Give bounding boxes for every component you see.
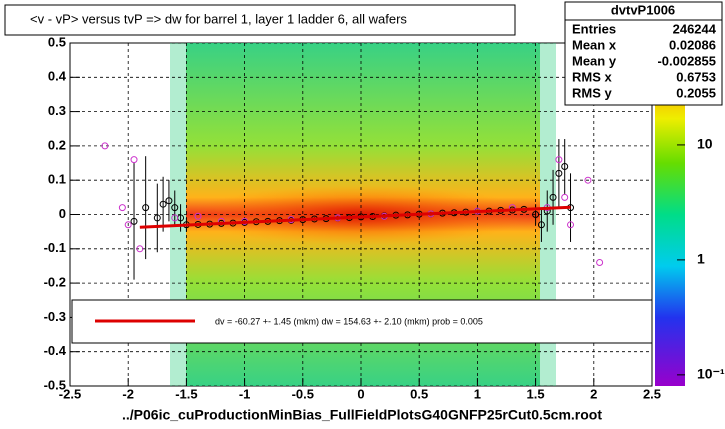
- profile-point: [130, 156, 138, 164]
- profile-point: [532, 211, 540, 218]
- profile-point: [567, 221, 575, 229]
- x-tick-label: 1.5: [527, 386, 545, 401]
- stats-value: 0.02086: [669, 37, 716, 52]
- stats-value: 0.6753: [676, 69, 716, 84]
- x-tick-label: 2.5: [643, 386, 661, 401]
- x-tick-label: -2.5: [59, 386, 81, 401]
- colorbar-tick-label: 1: [697, 251, 705, 267]
- y-tick-label: -0.5: [44, 377, 66, 392]
- y-tick-label: -0.4: [44, 343, 67, 358]
- stats-label: Mean x: [572, 37, 617, 52]
- profile-point: [555, 156, 563, 164]
- stats-label: RMS y: [572, 85, 613, 100]
- profile-point: [561, 193, 569, 201]
- profile-point: [142, 204, 150, 212]
- profile-point: [101, 142, 109, 150]
- legend-text: dv = -60.27 +- 1.45 (mkm) dw = 154.63 +-…: [215, 316, 483, 326]
- stats-value: 246244: [673, 21, 717, 36]
- profile-point: [596, 259, 604, 267]
- x-axis-label: ../P06ic_cuProductionMinBias_FullFieldPl…: [122, 407, 602, 423]
- x-tick-label: 0: [357, 386, 364, 401]
- profile-point: [537, 221, 545, 229]
- y-tick-label: 0.3: [48, 103, 66, 118]
- y-tick-label: -0.3: [44, 309, 66, 324]
- chart-title: <v - vP> versus tvP => dw for barrel 1, …: [30, 11, 407, 26]
- y-tick-label: -0.1: [44, 240, 66, 255]
- profile-point: [555, 169, 563, 177]
- stats-value: 0.2055: [676, 85, 716, 100]
- x-tick-label: -0.5: [292, 386, 314, 401]
- profile-point: [549, 193, 557, 201]
- profile-point: [118, 204, 126, 212]
- title-box: [4, 4, 516, 36]
- profile-point: [153, 214, 161, 222]
- stats-label: RMS x: [572, 69, 613, 84]
- profile-point: [165, 197, 173, 205]
- x-tick-label: -2: [122, 386, 134, 401]
- stats-box: [564, 1, 723, 106]
- x-tick-label: 1: [474, 386, 481, 401]
- profile-point: [194, 212, 202, 220]
- profile-point: [159, 200, 167, 208]
- y-tick-label: 0.2: [48, 137, 66, 152]
- x-tick-label: -1.5: [175, 386, 197, 401]
- profile-point: [130, 217, 138, 225]
- colorbar-tick-label: 10: [697, 136, 713, 152]
- profile-point: [124, 221, 132, 229]
- x-tick-label: 0.5: [410, 386, 428, 401]
- stats-label: Mean y: [572, 53, 617, 68]
- fit-line: [139, 205, 571, 229]
- stats-title: dvtvP1006: [611, 2, 675, 17]
- y-tick-label: 0: [59, 206, 66, 221]
- profile-point: [171, 204, 179, 212]
- profile-point: [584, 176, 592, 184]
- y-tick-label: 0.1: [48, 172, 66, 187]
- x-tick-label: -1: [239, 386, 251, 401]
- profile-point: [561, 162, 569, 170]
- y-tick-label: 0.4: [48, 69, 67, 84]
- colorbar-tick-label: 10⁻¹: [697, 366, 725, 382]
- stats-label: Entries: [572, 21, 616, 36]
- profile-point: [171, 214, 179, 222]
- x-tick-label: 2: [590, 386, 597, 401]
- stats-value: -0.002855: [657, 53, 716, 68]
- profile-point: [136, 245, 144, 253]
- y-tick-label: -0.2: [44, 275, 66, 290]
- heat-core: [191, 185, 531, 245]
- y-tick-label: 0.5: [48, 34, 66, 49]
